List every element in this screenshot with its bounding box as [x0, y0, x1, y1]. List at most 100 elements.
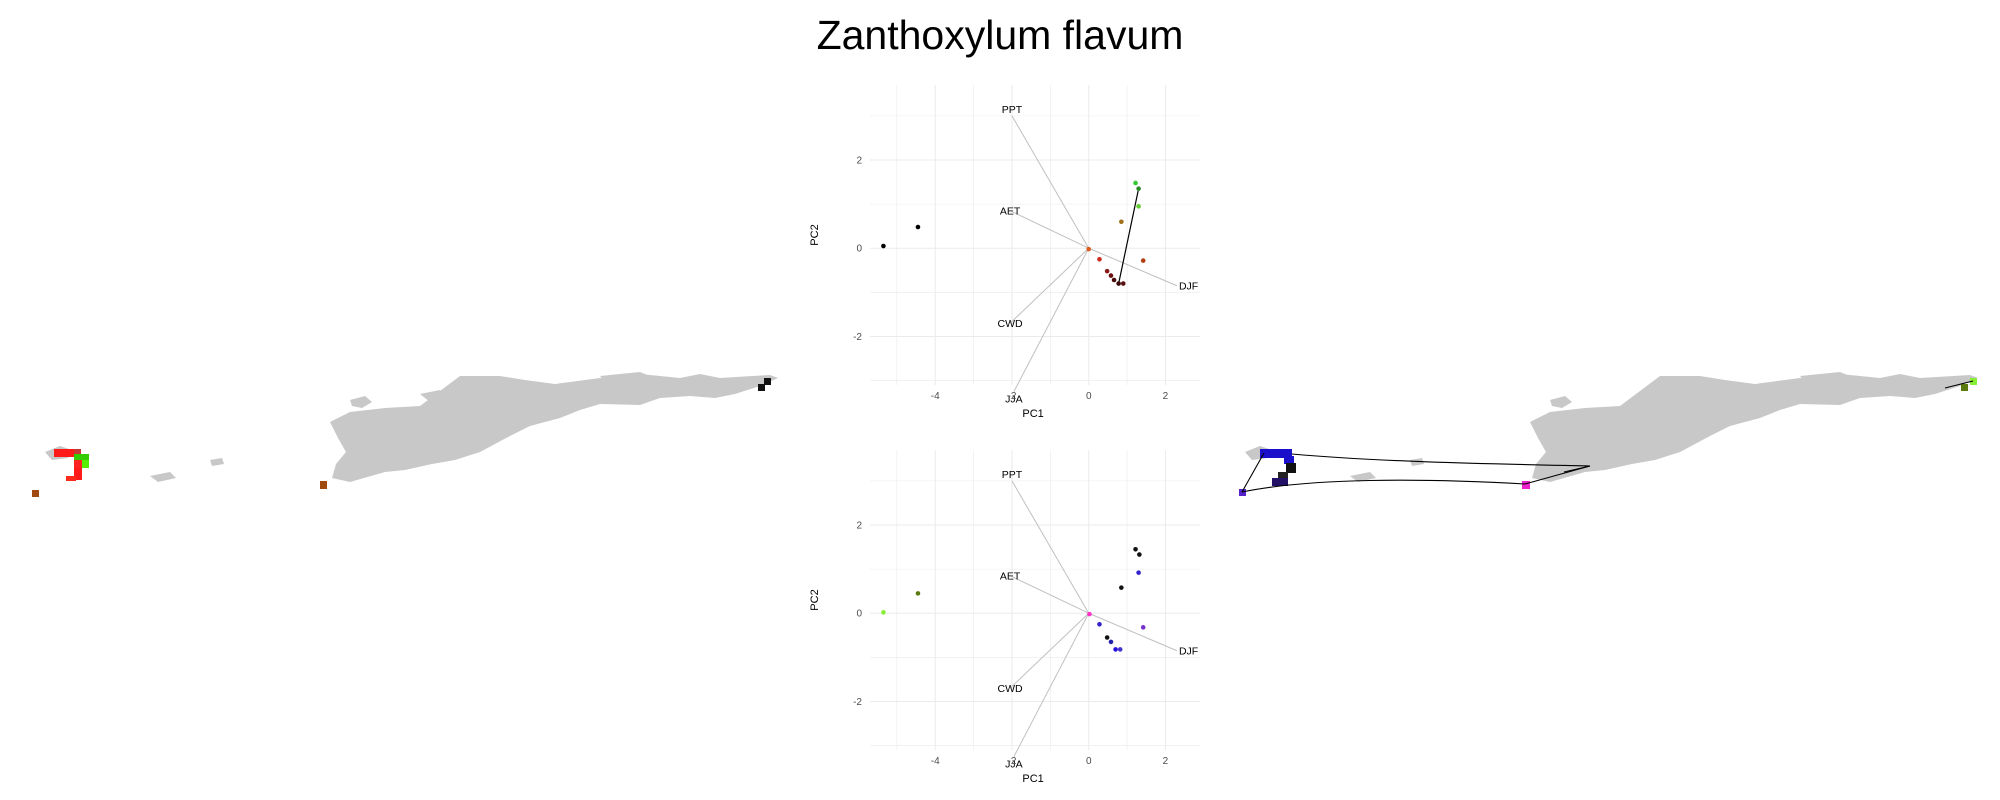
range-cell: [80, 460, 89, 468]
pca-biplot-top: PPT AET DJF CWD JJA -4 -2 0 2 -2 0 2 PC1 PC2: [809, 85, 1200, 420]
range-cell: [1272, 478, 1288, 486]
loading-vector-djf: [1088, 247, 1178, 287]
range-cell: [1286, 463, 1296, 473]
y-tick-label: 2: [856, 156, 862, 167]
x-tick-label: -2: [1008, 756, 1017, 767]
plot-title: Zanthoxylum flavum: [816, 12, 1184, 58]
x-axis-label: PC1: [1022, 773, 1043, 785]
land-silhouette: [1245, 372, 1978, 482]
data-point: [1137, 552, 1142, 557]
data-point: [1119, 219, 1124, 225]
vector-label: DJF: [1179, 281, 1198, 293]
vector-label: CWD: [998, 683, 1023, 695]
vector-label: AET: [1000, 571, 1021, 583]
map-right-cells: [1239, 378, 1977, 496]
map-right-links: [1241, 380, 1974, 493]
data-point: [881, 243, 886, 249]
ticks: -4 -2 0 2 -2 0 2: [853, 156, 1169, 403]
range-cell: [1278, 472, 1288, 479]
y-tick-label: -2: [853, 697, 862, 708]
x-tick-label: 2: [1163, 391, 1169, 402]
range-cell: [74, 468, 82, 480]
data-point: [915, 224, 921, 230]
range-cell: [764, 378, 771, 385]
range-cell: [1970, 378, 1977, 385]
data-point: [1136, 570, 1141, 575]
land-silhouette: [45, 372, 778, 482]
map-right: [1239, 372, 1978, 496]
data-point: [1117, 647, 1123, 652]
x-tick-label: 0: [1086, 756, 1092, 767]
data-point: [1119, 585, 1124, 590]
range-cell: [758, 384, 765, 391]
x-tick-label: -2: [1008, 391, 1017, 402]
y-tick-label: 2: [856, 521, 862, 532]
data-point: [1140, 258, 1146, 263]
range-cell: [1522, 481, 1530, 489]
vector-label: DJF: [1179, 646, 1198, 658]
data-point: [1136, 186, 1141, 191]
data-point: [1120, 281, 1126, 286]
data-point: [1116, 281, 1121, 286]
range-cell: [74, 460, 82, 468]
range-cell: [32, 490, 39, 497]
vector-label: CWD: [998, 318, 1023, 330]
x-tick-label: -4: [931, 756, 940, 767]
loading-vector-aet: [1009, 575, 1089, 614]
x-tick-label: 0: [1086, 391, 1092, 402]
data-point: [1104, 635, 1110, 640]
x-axis-label: PC1: [1022, 408, 1043, 420]
loading-vector-ppt: [1011, 115, 1090, 249]
loading-vector-djf: [1088, 612, 1178, 652]
data-point: [881, 610, 886, 615]
loading-vectors: PPT AET DJF CWD JJA: [998, 469, 1199, 771]
loading-vector-aet: [1009, 210, 1089, 249]
loading-vector-cwd: [1009, 247, 1090, 324]
ticks: -4 -2 0 2 -2 0 2: [853, 521, 1169, 768]
vector-label: PPT: [1002, 104, 1023, 116]
loading-vector-cwd: [1009, 612, 1090, 689]
loading-vectors: PPT AET DJF CWD JJA: [998, 104, 1199, 406]
range-cell: [74, 449, 81, 457]
loading-vector-jja: [1013, 613, 1090, 757]
link-line: [1118, 188, 1140, 284]
y-axis-label: PC2: [809, 224, 821, 245]
y-tick-label: -2: [853, 332, 862, 343]
pca-biplot-bottom: PPT AET DJF CWD JJA -4 -2 0 2 -2 0 2 PC1 PC2: [809, 450, 1200, 785]
vector-label: AET: [1000, 206, 1021, 218]
data-point: [1108, 639, 1114, 645]
loading-vector-ppt: [1011, 480, 1090, 614]
vector-label: PPT: [1002, 469, 1023, 481]
map-left: [32, 372, 778, 497]
x-tick-label: 2: [1163, 756, 1169, 767]
vector-label: JJA: [1005, 759, 1023, 771]
points: [881, 546, 1146, 652]
range-cell: [320, 481, 327, 489]
grid: [870, 85, 1200, 385]
data-point: [915, 591, 921, 596]
x-tick-label: -4: [931, 391, 940, 402]
y-tick-label: 0: [856, 609, 862, 620]
data-point: [1133, 180, 1138, 186]
data-point: [1133, 546, 1138, 552]
data-point: [1097, 621, 1102, 627]
data-point: [1136, 204, 1141, 209]
range-cell: [66, 476, 76, 481]
map-left-cells: [32, 378, 771, 497]
data-point: [1104, 268, 1110, 274]
y-axis-label: PC2: [809, 589, 821, 610]
range-cell: [1961, 384, 1968, 391]
grid: [870, 450, 1200, 750]
data-point: [1086, 246, 1092, 252]
data-point: [1087, 611, 1092, 617]
range-cell: [1284, 456, 1294, 464]
loading-vector-jja: [1013, 248, 1090, 392]
data-point: [1140, 625, 1146, 630]
vector-label: JJA: [1005, 394, 1023, 406]
y-tick-label: 0: [856, 244, 862, 255]
range-cell: [1260, 449, 1292, 458]
range-cell: [1239, 489, 1246, 496]
data-point: [1111, 277, 1117, 283]
data-point: [1113, 647, 1118, 652]
data-point: [1097, 256, 1102, 262]
